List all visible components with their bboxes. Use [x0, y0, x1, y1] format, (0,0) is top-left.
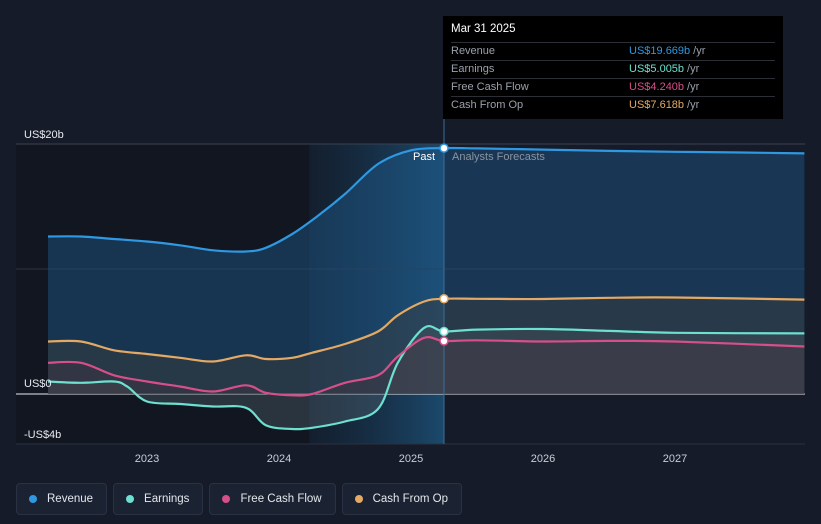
tooltip-date: Mar 31 2025: [451, 23, 516, 35]
area-earnings: [48, 326, 805, 430]
series-line-free-cash-flow: [47, 336, 805, 397]
tooltip-row-value: US$5.005b: [629, 63, 685, 75]
legend-dot-icon: [29, 495, 37, 503]
tooltip-row: Cash From Op US$7.618b/yr: [451, 96, 775, 114]
tooltip-row: Revenue US$19.669b/yr: [451, 42, 775, 60]
marker-earnings: [439, 326, 449, 337]
area-cash-from-op: [48, 297, 805, 394]
series-line-earnings: [47, 324, 805, 431]
x-tick-label: 2025: [399, 453, 423, 465]
tooltip-row-value: US$4.240b: [629, 81, 685, 93]
tooltip-row-unit: /yr: [687, 81, 700, 93]
tooltip-row-unit: /yr: [687, 63, 700, 75]
y-axis-label: US$0: [24, 378, 52, 390]
tooltip-row-label: Cash From Op: [451, 99, 524, 111]
series-line-cash-from-op: [47, 296, 805, 363]
legend-dot-icon: [222, 495, 231, 503]
y-axis-label: -US$4b: [24, 429, 61, 441]
tooltip-row: Earnings US$5.005b/yr: [451, 60, 775, 78]
series-line-revenue: [47, 146, 805, 253]
chart-area: US$20b US$0 -US$4b 2023 2024 2025 2026 2027 Past…: [16, 16, 805, 465]
tooltip-row-unit: /yr: [693, 45, 706, 57]
legend-label: Revenue: [47, 493, 94, 505]
legend-label: Cash From Op: [372, 493, 449, 505]
tooltip-row: Free Cash Flow US$4.240b/yr: [451, 78, 775, 96]
legend-dot-icon: [126, 495, 135, 503]
x-tick-label: 2027: [663, 453, 687, 465]
legend-item-revenue[interactable]: Revenue: [16, 483, 108, 515]
tooltip-row-label: Revenue: [451, 45, 496, 57]
x-tick-label: 2026: [531, 453, 555, 465]
past-label: Past: [413, 151, 435, 163]
legend-item-earnings[interactable]: Earnings: [113, 483, 204, 515]
tooltip: Mar 31 2025 Revenue US$19.669b/yr Earnings…: [443, 16, 783, 119]
tooltip-row-label: Earnings: [451, 63, 495, 75]
area-revenue: [48, 147, 805, 394]
tooltip-row-label: Free Cash Flow: [451, 81, 529, 93]
legend-item-cash-from-op[interactable]: Cash From Op: [341, 483, 463, 515]
marker-cash-from-op: [439, 294, 449, 304]
tooltip-row-value: US$19.669b: [629, 45, 691, 57]
x-tick-label: 2024: [267, 453, 291, 465]
tooltip-row-value: US$7.618b: [629, 99, 685, 111]
legend-item-free-cash-flow[interactable]: Free Cash Flow: [209, 483, 336, 515]
marker-revenue: [439, 143, 449, 153]
forecast-label: Analysts Forecasts: [452, 151, 545, 163]
legend: Revenue Earnings Free Cash Flow Cash From O…: [16, 483, 463, 515]
tooltip-row-unit: /yr: [687, 99, 700, 111]
legend-label: Earnings: [144, 493, 190, 505]
legend-dot-icon: [354, 495, 363, 503]
x-tick-label: 2023: [135, 453, 159, 465]
legend-label: Free Cash Flow: [240, 493, 322, 505]
y-axis-label: US$20b: [24, 129, 64, 141]
marker-free-cash-flow: [439, 336, 449, 346]
area-free-cash-flow: [48, 337, 805, 396]
